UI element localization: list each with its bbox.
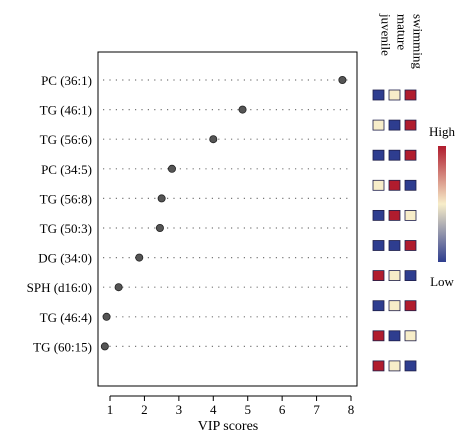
x-tick-label: 1: [107, 402, 114, 417]
heatmap-cell: [372, 360, 385, 372]
heatmap-column-label: swimming: [411, 14, 426, 69]
heatmap-cell: [404, 209, 417, 221]
category-label: TG (56:6): [40, 132, 92, 147]
x-tick-label: 2: [141, 402, 148, 417]
x-tick-label: 6: [279, 402, 286, 417]
heatmap-column-label: mature: [395, 14, 410, 50]
heatmap-cell: [404, 330, 417, 342]
heatmap-cell: [388, 119, 401, 131]
heatmap-cell: [388, 330, 401, 342]
heatmap-cell: [372, 330, 385, 342]
data-point: [155, 223, 164, 232]
category-label: TG (50:3): [40, 221, 92, 236]
category-label: PC (34:5): [41, 162, 92, 177]
plot-frame: [97, 51, 358, 387]
category-label: DG (34:0): [38, 251, 92, 266]
category-label: TG (46:4): [40, 310, 92, 325]
category-label: TG (56:8): [40, 191, 92, 206]
heatmap-cell: [372, 119, 385, 131]
colorbar: [438, 146, 446, 262]
heatmap-cell: [404, 149, 417, 161]
heatmap-column-label: juvenile: [379, 13, 394, 56]
category-label: TG (46:1): [40, 103, 92, 118]
data-point: [135, 253, 144, 262]
category-label: SPH (d16:0): [27, 280, 92, 295]
plot-rows: PC (36:1) TG (46:1) TG (56:6) PC (34:5) TG (…: [27, 73, 352, 354]
heatmap-cell: [372, 89, 385, 101]
color-scale-legend: High Low: [429, 124, 456, 289]
data-point: [157, 194, 166, 203]
colorbar-high-label: High: [429, 124, 456, 139]
heatmap-cell: [388, 270, 401, 282]
heatmap-cell: [388, 240, 401, 251]
heatmap-cell: [404, 300, 417, 312]
heatmap-cell: [404, 179, 417, 191]
heatmap-cell: [388, 360, 401, 372]
heatmap-cell: [372, 240, 385, 251]
heatmap-cell: [372, 209, 385, 221]
heatmap-cell: [388, 209, 401, 221]
x-tick-label: 5: [244, 402, 251, 417]
heatmap-cell: [372, 149, 385, 161]
data-point: [167, 164, 176, 173]
data-point: [209, 135, 218, 144]
category-label: TG (60:15): [33, 339, 92, 354]
x-tick-label: 4: [210, 402, 217, 417]
x-tick-label: 3: [176, 402, 183, 417]
heatmap-cell: [388, 179, 401, 191]
heatmap-cell: [404, 240, 417, 251]
heatmap-cell: [388, 89, 401, 101]
heatmap-cell: [388, 149, 401, 161]
heatmap-cell: [372, 270, 385, 282]
heatmap-cell: [372, 179, 385, 191]
heatmap-cell: [404, 89, 417, 101]
heatmap-cell: [404, 360, 417, 372]
data-point: [100, 342, 109, 351]
x-axis: 1 2 3 4 5 6 7 8: [107, 395, 355, 417]
category-label: PC (36:1): [41, 73, 92, 88]
colorbar-low-label: Low: [430, 274, 454, 289]
data-point: [238, 105, 247, 114]
x-axis-label: VIP scores: [198, 419, 259, 434]
data-point: [338, 76, 347, 85]
x-tick-label: 8: [348, 402, 355, 417]
heatmap: juvenile mature swimming: [372, 13, 426, 372]
data-point: [102, 312, 111, 321]
heatmap-cell: [404, 119, 417, 131]
heatmap-cell: [404, 270, 417, 282]
heatmap-cell: [372, 300, 385, 312]
data-point: [114, 283, 123, 292]
heatmap-cell: [388, 300, 401, 312]
x-tick-label: 7: [313, 402, 320, 417]
